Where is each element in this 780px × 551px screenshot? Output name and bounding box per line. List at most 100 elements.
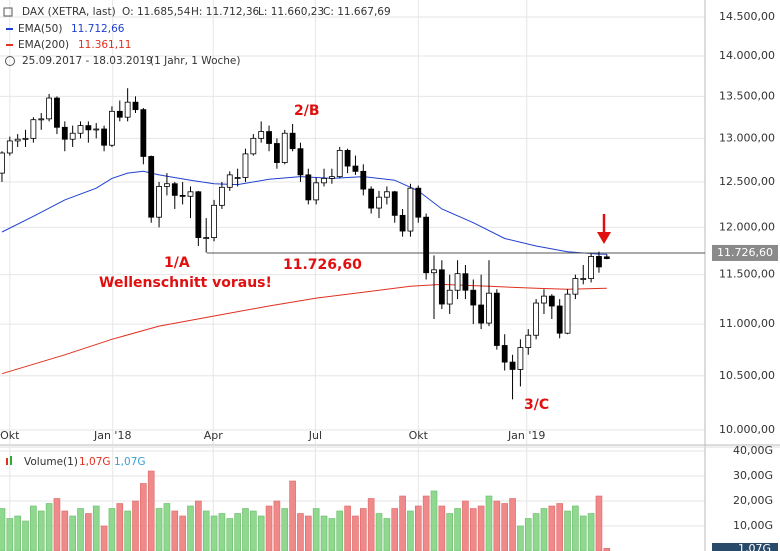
- close-label: C: 11.667,69: [323, 6, 391, 18]
- open-label: O: 11.685,54: [122, 6, 191, 18]
- candle-body: [219, 186, 225, 206]
- candle-body: [391, 191, 398, 216]
- volume-bar: [383, 518, 391, 551]
- volume-bar: [265, 505, 273, 551]
- volume-bar: [579, 515, 587, 551]
- x-tick-label: Jan '18: [93, 429, 131, 442]
- candle-body: [383, 191, 390, 198]
- annotation: 1/A: [164, 255, 190, 271]
- candle-body: [415, 187, 422, 218]
- candle-body: [478, 304, 485, 324]
- candle-body: [462, 273, 469, 291]
- legend-swatch: [6, 28, 13, 30]
- annotation: 11.726,60: [283, 257, 362, 273]
- volume-bar: [603, 548, 611, 551]
- candle-body: [501, 345, 508, 363]
- candle-body: [266, 131, 272, 144]
- candle-body: [368, 188, 375, 209]
- y-tick-label: 40,00G: [733, 444, 773, 457]
- candle-body: [54, 97, 60, 128]
- volume-bar: [187, 505, 194, 551]
- volume-bar: [155, 508, 163, 551]
- x-tick-label: Apr: [204, 429, 224, 442]
- volume-bar: [320, 515, 328, 551]
- volume-bar: [595, 495, 603, 551]
- candle-body: [195, 191, 202, 238]
- volume-legend: Volume(1) 1,07G 1,07G: [6, 456, 146, 468]
- candle-body: [344, 149, 351, 167]
- candle-body: [470, 289, 477, 306]
- volume-bar: [375, 513, 383, 551]
- volume-last-box: [712, 543, 778, 551]
- candle-body: [258, 131, 265, 139]
- candle-body: [30, 119, 37, 139]
- y-tick-label: 13.500,00: [719, 89, 775, 102]
- volume-bar: [532, 513, 540, 551]
- volume-bar: [312, 508, 320, 551]
- volume-bar: [69, 515, 76, 551]
- candle-body: [203, 237, 210, 239]
- y-tick-label: 30,00G: [733, 469, 773, 482]
- volume-bar: [352, 515, 359, 551]
- volume-bar: [77, 508, 84, 551]
- volume-bar: [524, 518, 532, 551]
- y-tick-label: 10,00G: [733, 519, 773, 532]
- volume-bar: [477, 505, 485, 551]
- legend-value: 11.361,11: [78, 39, 131, 51]
- volume-bar: [501, 503, 508, 551]
- volume-bar: [422, 495, 430, 551]
- candle-body: [446, 289, 453, 305]
- candle-body: [596, 256, 602, 268]
- candle-body: [548, 295, 555, 307]
- candle-body: [38, 118, 45, 121]
- volume-bar: [226, 518, 234, 551]
- volume-bar: [210, 515, 218, 551]
- candle-body: [6, 140, 13, 154]
- candle-body: [517, 347, 524, 370]
- candle-body: [22, 137, 29, 140]
- volume-bar: [328, 518, 336, 551]
- volume-bar: [462, 500, 469, 551]
- legend-swatch: [6, 44, 13, 46]
- clock-icon: [5, 56, 15, 66]
- volume-bar: [218, 513, 226, 551]
- annotation: Wellenschnitt voraus!: [99, 275, 272, 291]
- title: DAX (XETRA, last): [22, 6, 116, 18]
- ema-line: [1, 283, 607, 375]
- candle-body: [250, 137, 257, 155]
- volume-bar: [454, 508, 461, 551]
- high-label: H: 11.712,36: [191, 6, 260, 18]
- volume-bar: [485, 495, 493, 551]
- candle-body: [438, 269, 445, 305]
- candle-body: [407, 187, 414, 232]
- candle-body: [234, 177, 241, 179]
- candle-body: [273, 143, 280, 163]
- volume-last-label: 1,07G: [738, 542, 771, 551]
- y-tick-label: 10.000,00: [719, 423, 775, 436]
- candle-body: [533, 302, 540, 336]
- level-label-box: [712, 244, 778, 261]
- y-tick-label: 13.000,00: [719, 131, 775, 144]
- period-note: (1 Jahr, 1 Woche): [150, 55, 241, 67]
- candle-body: [336, 149, 343, 178]
- arrow: [597, 214, 611, 244]
- header: DAX (XETRA, last) O: 11.685,54 H: 11.712…: [3, 6, 391, 67]
- volume-bar: [509, 498, 516, 551]
- volume-bar: [242, 508, 249, 551]
- candle-body: [423, 216, 430, 274]
- candle-body: [486, 292, 492, 324]
- candle-body: [297, 148, 304, 176]
- volume-bar: [140, 483, 147, 551]
- candle-body: [360, 170, 367, 190]
- volume-bar: [14, 515, 21, 551]
- candle-body: [321, 178, 327, 184]
- y-tick-label: 12.000,00: [719, 220, 775, 233]
- volume-bar: [92, 505, 100, 551]
- volume-bar: [132, 500, 139, 551]
- candle-body: [77, 125, 84, 134]
- candle-body: [313, 182, 320, 201]
- volume-bar: [367, 498, 375, 551]
- candle-body: [187, 191, 194, 197]
